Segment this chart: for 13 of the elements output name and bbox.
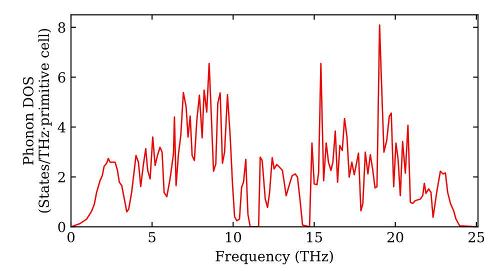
x-tick-label: 5 bbox=[148, 232, 156, 242]
y-tick-label: 6 bbox=[58, 72, 66, 83]
y-axis-title: Phonon DOS (States/THz·primitive cell) bbox=[22, 28, 52, 213]
y-tick-label: 2 bbox=[58, 172, 65, 182]
x-tick-label: 20 bbox=[387, 232, 404, 242]
x-tick-label: 10 bbox=[226, 232, 242, 242]
x-tick-label: 0 bbox=[67, 232, 74, 242]
x-tick-label: 15 bbox=[307, 232, 322, 242]
y-tick-label: 4 bbox=[58, 122, 66, 132]
y-tick-label: 0 bbox=[58, 222, 66, 232]
x-tick-label: 25 bbox=[468, 232, 484, 242]
y-tick-label: 8 bbox=[58, 22, 66, 33]
x-axis-title: Frequency (THz) bbox=[216, 250, 333, 264]
